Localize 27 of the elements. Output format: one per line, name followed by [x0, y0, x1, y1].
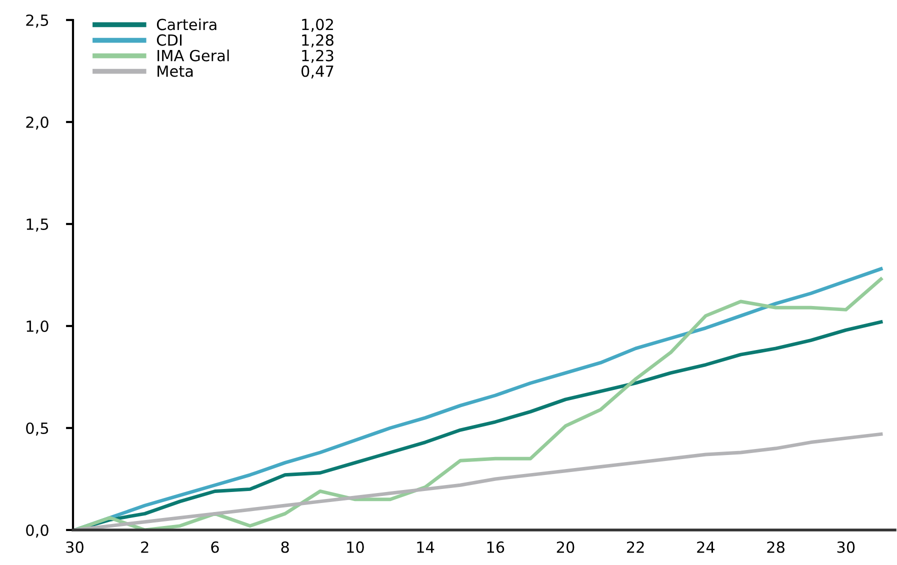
annotation: 1,02	[302, 18, 333, 32]
y-tick-label: 2,5	[26, 14, 48, 28]
line-series	[73, 432, 883, 530]
x-tick-label: 30	[66, 541, 84, 553]
x-tick-label: 14	[417, 542, 434, 553]
annotation: 1,23	[302, 50, 334, 63]
x-tick-label: 24	[697, 541, 715, 553]
x-tick-label: 30	[837, 541, 855, 553]
legend-label: Meta	[158, 66, 193, 77]
x-tick-label: 6	[211, 541, 219, 553]
x-tick-label: 10	[347, 541, 364, 553]
y-tick-label: 1,0	[26, 320, 48, 334]
x-tick-label: 28	[767, 541, 784, 553]
y-tick-label: 2,0	[26, 116, 48, 130]
x-tick-label: 20	[556, 541, 574, 553]
x-tick-label: 16	[487, 541, 504, 553]
x-tick-label: 22	[627, 541, 644, 553]
legend-label: IMA Geral	[158, 50, 229, 62]
annotation: 0,47	[301, 65, 334, 78]
legend-label: Carteira	[156, 18, 216, 30]
annotation: 1,28	[302, 34, 334, 48]
x-tick-label: 8	[281, 541, 289, 553]
x-tick-label: 2	[141, 541, 148, 553]
y-tick-label: 1,5	[26, 218, 48, 232]
legend-label: CDI	[156, 34, 182, 46]
y-tick-label: 0,0	[26, 524, 48, 538]
y-tick-label: 0,5	[26, 422, 48, 436]
